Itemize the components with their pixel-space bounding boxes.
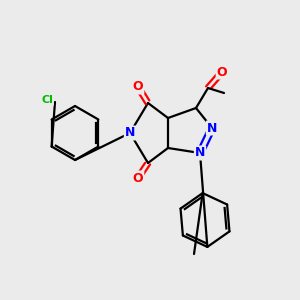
Text: N: N	[195, 146, 205, 160]
Text: O: O	[133, 80, 143, 94]
Text: O: O	[217, 65, 227, 79]
Text: Cl: Cl	[41, 95, 53, 105]
Text: O: O	[133, 172, 143, 184]
Text: N: N	[125, 127, 135, 140]
Text: N: N	[207, 122, 217, 134]
